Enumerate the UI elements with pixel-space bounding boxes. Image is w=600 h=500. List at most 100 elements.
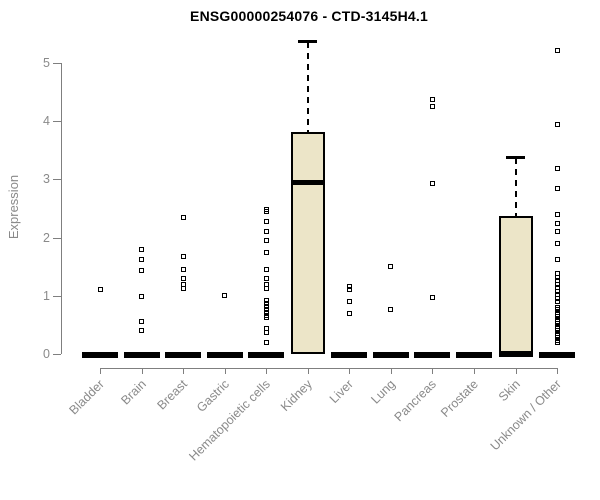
zero-bar <box>248 352 285 358</box>
x-axis-line <box>100 368 558 369</box>
outlier-point <box>263 303 269 309</box>
y-tick <box>53 63 61 64</box>
y-tick-label: 0 <box>43 347 50 361</box>
whisker-cap <box>506 155 525 159</box>
outlier-point <box>263 306 269 312</box>
outlier-point <box>554 285 560 291</box>
x-tick <box>100 368 101 374</box>
box-median <box>498 351 533 357</box>
outlier-point <box>263 229 269 235</box>
outlier-point <box>554 281 560 287</box>
zero-bar <box>455 352 492 358</box>
outlier-point <box>429 104 435 110</box>
x-tick <box>515 368 517 374</box>
x-tick <box>224 368 226 374</box>
x-tick <box>266 368 268 374</box>
y-tick <box>53 295 61 297</box>
x-tick <box>390 368 392 374</box>
x-tick <box>432 368 434 374</box>
y-tick-label: 4 <box>43 114 50 129</box>
outlier-point <box>263 267 269 273</box>
zero-bar <box>123 352 160 358</box>
box <box>498 216 533 354</box>
outlier-point <box>554 121 560 127</box>
outlier-point <box>263 281 269 287</box>
y-tick <box>53 354 61 355</box>
outlier-point <box>554 221 560 227</box>
x-tick <box>141 368 143 374</box>
y-tick-label: 2 <box>43 230 50 245</box>
outlier-point <box>429 295 435 301</box>
y-axis-label: Expression <box>6 174 21 240</box>
x-tick <box>349 368 351 374</box>
outlier-point <box>180 254 186 260</box>
y-axis-line <box>61 63 62 354</box>
zero-bar <box>331 352 368 358</box>
outlier-point <box>139 246 145 252</box>
whisker <box>306 42 309 132</box>
outlier-point <box>263 329 269 335</box>
outlier-point <box>554 256 560 262</box>
y-tick-label: 3 <box>43 172 50 187</box>
outlier-point <box>346 299 352 305</box>
box-median <box>290 179 325 185</box>
outlier-point <box>554 288 560 294</box>
outlier-point <box>554 185 560 191</box>
outlier-point <box>554 274 560 280</box>
outlier-point <box>263 297 269 303</box>
outlier-point <box>554 211 560 217</box>
outlier-point <box>554 47 560 53</box>
outlier-point <box>554 240 560 246</box>
y-tick <box>53 237 61 239</box>
outlier-point <box>263 300 269 306</box>
y-tick-label: 1 <box>43 288 50 303</box>
zero-bar <box>82 352 118 358</box>
outlier-point <box>388 307 394 313</box>
zero-bar <box>165 352 202 358</box>
outlier-point <box>263 275 269 281</box>
y-tick <box>53 179 61 181</box>
outlier-point <box>180 214 186 220</box>
outlier-point <box>263 312 269 318</box>
outlier-point <box>139 294 145 300</box>
outlier-point <box>388 263 394 269</box>
outlier-point <box>429 180 435 186</box>
x-tick <box>307 368 309 374</box>
outlier-point <box>554 271 560 277</box>
zero-bar <box>206 352 243 358</box>
zero-bar <box>372 352 409 358</box>
x-tick <box>557 368 559 374</box>
outlier-point <box>263 315 269 321</box>
zero-bar <box>414 352 451 358</box>
whisker-cap <box>298 40 318 44</box>
outlier-point <box>346 310 352 316</box>
y-tick-label: 5 <box>43 56 50 70</box>
outlier-point <box>139 267 145 273</box>
outlier-point <box>346 287 352 293</box>
outlier-point <box>263 238 269 243</box>
outlier-point <box>346 283 352 289</box>
outlier-point <box>139 319 145 325</box>
outlier-point <box>180 276 186 282</box>
outlier-point <box>554 278 560 284</box>
outlier-point <box>139 328 145 334</box>
outlier-point <box>263 249 269 255</box>
outlier-point <box>263 309 269 315</box>
outlier-point <box>554 229 560 235</box>
outlier-point <box>263 218 269 224</box>
outlier-point <box>263 286 269 292</box>
chart-title: ENSG00000254076 - CTD-3145H4.1 <box>190 8 428 24</box>
outlier-point <box>139 257 145 263</box>
outlier-point <box>429 96 435 102</box>
y-tick <box>53 121 61 123</box>
outlier-point <box>263 339 269 345</box>
x-tick <box>473 368 475 374</box>
outlier-point <box>222 293 228 299</box>
whisker <box>514 157 517 217</box>
outlier-point <box>180 285 186 291</box>
outlier-point <box>263 209 269 215</box>
outlier-point <box>180 266 186 272</box>
box <box>290 131 325 354</box>
outlier-point <box>554 292 560 298</box>
